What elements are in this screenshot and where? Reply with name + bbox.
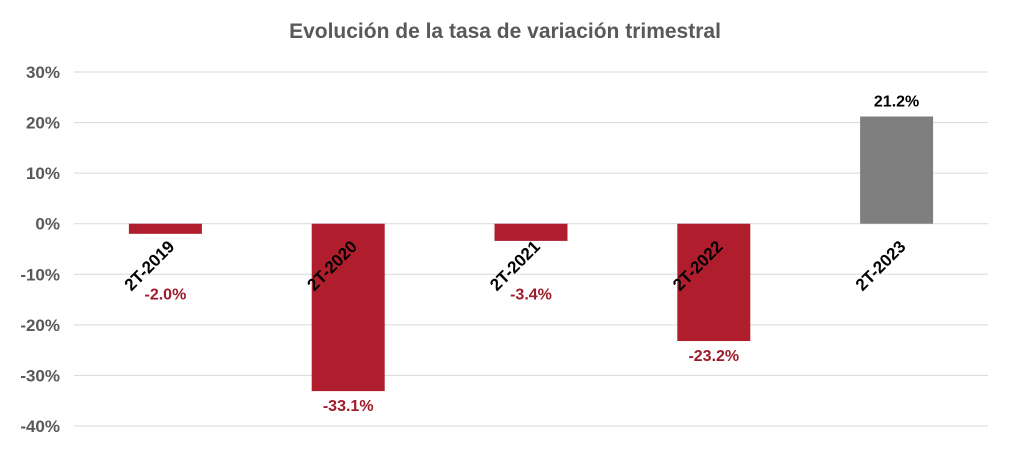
- y-axis-ticks: 30% 20% 10% 0% -10% -20% -30% -40%: [20, 63, 60, 436]
- y-tick-label: 20%: [26, 114, 60, 133]
- data-label: -33.1%: [323, 398, 374, 415]
- y-tick-label: 0%: [35, 215, 60, 234]
- gridlines: [74, 71, 988, 427]
- category-label: 2T-2023: [852, 237, 910, 295]
- data-label: -3.4%: [510, 287, 552, 304]
- bar: [494, 223, 568, 241]
- y-tick-label: -40%: [20, 417, 60, 436]
- y-tick-label: -30%: [20, 366, 60, 385]
- data-label: 21.2%: [874, 94, 919, 111]
- y-tick-label: -20%: [20, 316, 60, 335]
- bar: [311, 223, 385, 392]
- y-tick-label: -10%: [20, 265, 60, 284]
- y-tick-label: 10%: [26, 164, 60, 183]
- bars: [128, 116, 934, 392]
- data-labels: -2.0% -33.1% -3.4% -23.2% 21.2%: [145, 94, 920, 416]
- data-label: -2.0%: [145, 287, 187, 304]
- bar: [128, 223, 202, 234]
- bar: [677, 223, 751, 342]
- data-label: -23.2%: [688, 348, 739, 365]
- y-tick-label: 30%: [26, 63, 60, 82]
- bar: [860, 116, 934, 224]
- chart-title: Evolución de la tasa de variación trimes…: [289, 20, 721, 43]
